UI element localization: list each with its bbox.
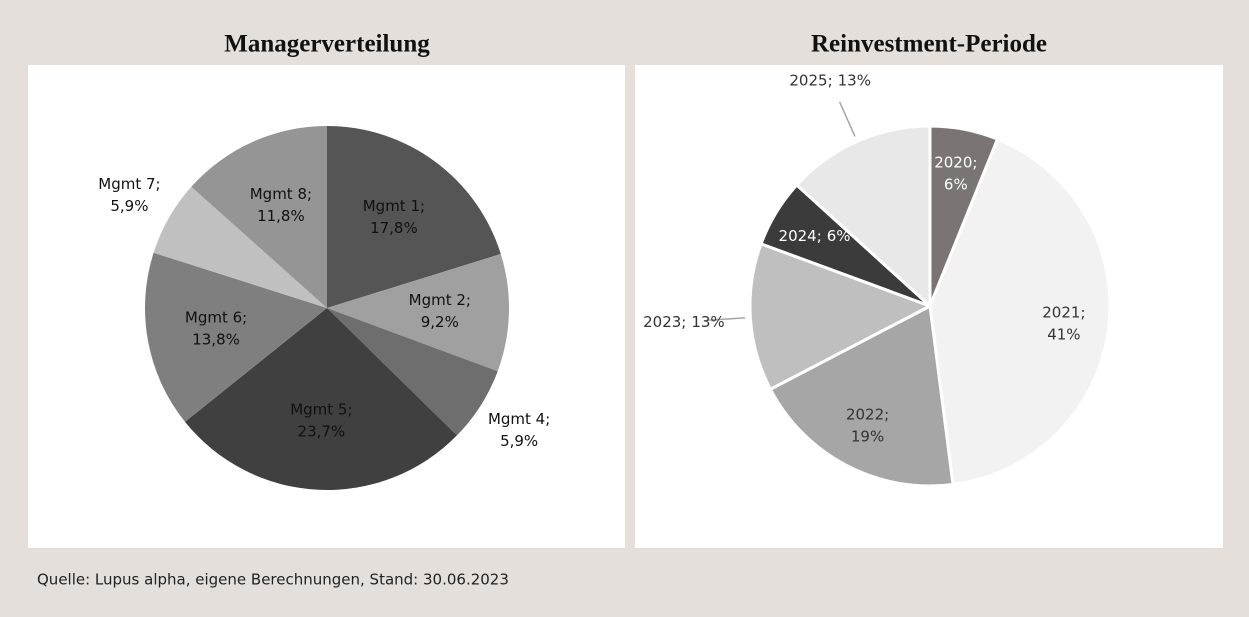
chart-title: Managerverteilung xyxy=(224,31,430,58)
label-value: 41% xyxy=(1047,325,1080,343)
data-label: Mgmt 6; 13,8% xyxy=(185,308,247,348)
label-category: Mgmt 5; xyxy=(290,400,352,418)
leader-line xyxy=(707,317,746,322)
pie-slice xyxy=(327,126,501,308)
label-category: Mgmt 7; xyxy=(98,175,160,193)
data-label: Mgmt 8; 11,8% xyxy=(250,185,312,225)
label-value: 11,8% xyxy=(257,207,305,225)
label-value: 23,7% xyxy=(298,422,346,440)
pie-slice xyxy=(327,308,498,436)
label-value: 5,9% xyxy=(110,197,148,215)
label-category: 2022; xyxy=(846,405,889,423)
label-category: 2025; xyxy=(789,71,832,89)
label-value: 13,8% xyxy=(192,330,240,348)
label-category: Mgmt 2; xyxy=(409,291,471,309)
label-value: 9,2% xyxy=(421,313,459,331)
label-category: 2024; xyxy=(779,227,822,245)
label-value: 13% xyxy=(838,71,871,89)
label-value: 19% xyxy=(851,427,884,445)
pie-slice xyxy=(145,252,327,422)
label-category: Mgmt 1; xyxy=(363,197,425,215)
source-note: Quelle: Lupus alpha, eigene Berechnungen… xyxy=(37,571,509,589)
pie-slice xyxy=(327,253,510,372)
chart-title: Reinvestment-Periode xyxy=(811,31,1047,58)
data-label: Mgmt 4; 5,9% xyxy=(488,409,550,449)
label-category: 2021; xyxy=(1042,303,1085,321)
label-category: Mgmt 4; xyxy=(488,409,550,427)
label-value: 6% xyxy=(944,175,968,193)
pie-slice xyxy=(928,137,1112,487)
data-label: 2020; 6% xyxy=(934,153,977,193)
label-value: 13% xyxy=(691,312,724,330)
pie-slice xyxy=(184,308,457,491)
data-label: 2025; 13% xyxy=(789,71,871,89)
data-label: 2023; 13% xyxy=(643,312,725,330)
data-label: 2022; 19% xyxy=(846,405,889,445)
label-category: Mgmt 8; xyxy=(250,185,312,203)
data-label: 2024; 6% xyxy=(779,227,851,245)
pie-slice xyxy=(794,124,932,310)
label-category: Mgmt 6; xyxy=(185,308,247,326)
data-label: Mgmt 5; 23,7% xyxy=(290,400,352,440)
data-label: 2021; 41% xyxy=(1042,303,1085,343)
data-label: Mgmt 2; 9,2% xyxy=(409,291,471,331)
data-label: Mgmt 7; 5,9% xyxy=(98,175,160,215)
pie-slice xyxy=(191,126,327,308)
label-category: 2023; xyxy=(643,312,686,330)
pie-slice xyxy=(748,241,934,392)
label-value: 17,8% xyxy=(370,219,418,237)
pie-slice xyxy=(768,303,955,488)
leader-line xyxy=(838,101,856,137)
data-label: Mgmt 1; 17,8% xyxy=(363,197,425,237)
label-category: 2020; xyxy=(934,153,977,171)
label-value: 5,9% xyxy=(500,431,538,449)
label-value: 6% xyxy=(827,227,851,245)
pie-slice xyxy=(153,186,327,308)
